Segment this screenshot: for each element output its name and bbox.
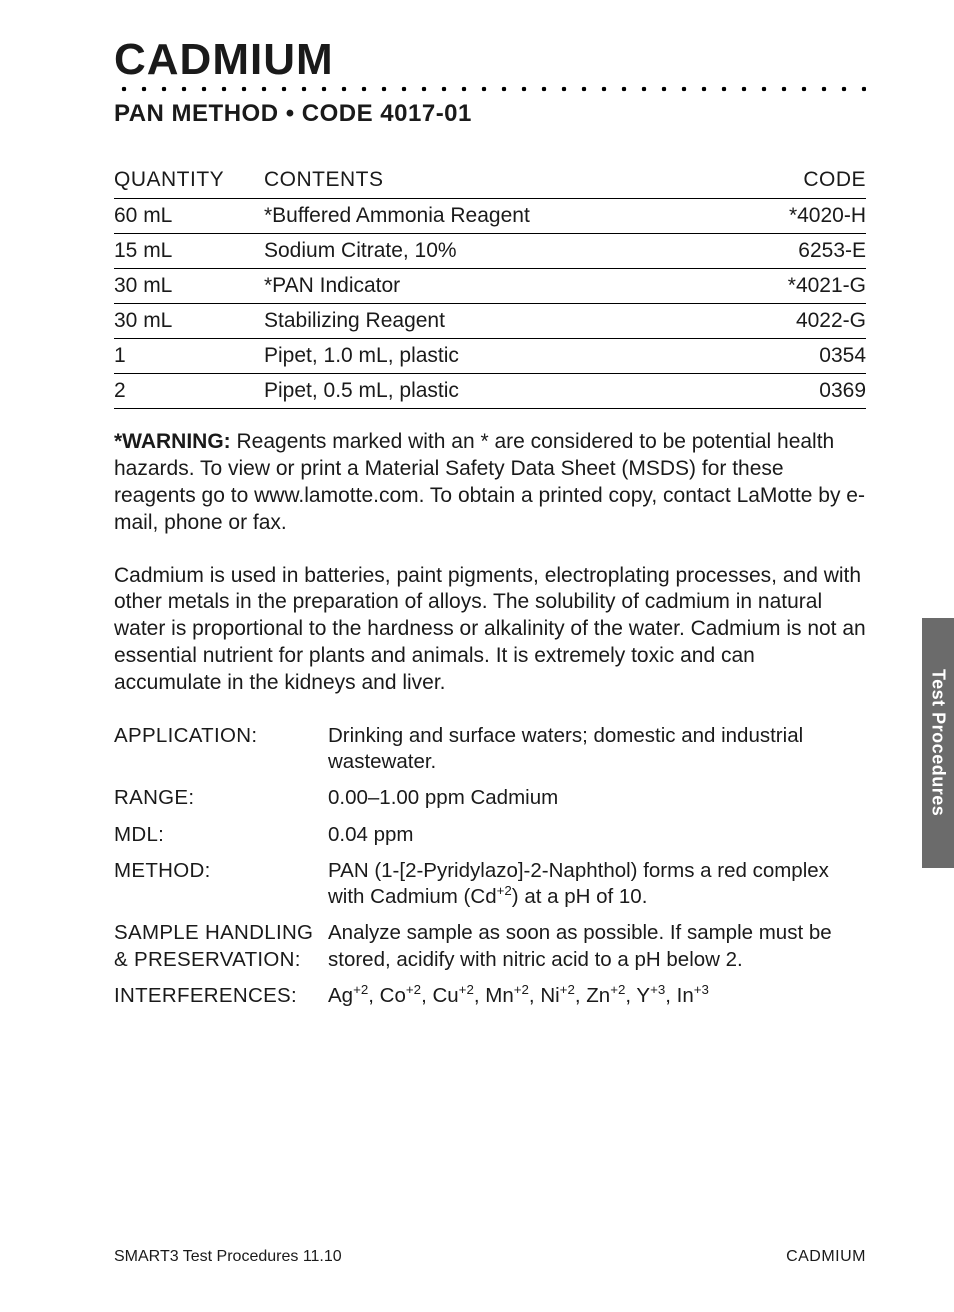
- section-tab-label: Test Procedures: [928, 669, 949, 816]
- table-row: 1Pipet, 1.0 mL, plastic0354: [114, 339, 866, 374]
- spec-application: APPLICATION: Drinking and surface waters…: [114, 723, 866, 775]
- spec-mdl: MDL: 0.04 ppm: [114, 822, 866, 848]
- spec-label: INTERFERENCES:: [114, 983, 328, 1009]
- cell-quantity: 30 mL: [114, 304, 264, 339]
- spec-value: Analyze sample as soon as possible. If s…: [328, 920, 866, 972]
- cell-contents: Pipet, 0.5 mL, plastic: [264, 374, 726, 409]
- reagents-table: QUANTITY CONTENTS CODE 60 mL*Buffered Am…: [114, 162, 866, 409]
- warning-label: *WARNING:: [114, 430, 231, 453]
- cell-contents: *Buffered Ammonia Reagent: [264, 199, 726, 234]
- table-header-row: QUANTITY CONTENTS CODE: [114, 162, 866, 199]
- cell-quantity: 30 mL: [114, 269, 264, 304]
- footer-right: CADMIUM: [786, 1248, 866, 1266]
- spec-label: MDL:: [114, 822, 328, 848]
- intro-paragraph: Cadmium is used in batteries, paint pigm…: [114, 563, 866, 697]
- spec-label: RANGE:: [114, 785, 328, 811]
- footer-left: SMART3 Test Procedures 11.10: [114, 1248, 342, 1266]
- table-row: 2Pipet, 0.5 mL, plastic0369: [114, 374, 866, 409]
- spec-value: Drinking and surface waters; domestic an…: [328, 723, 866, 775]
- spec-range: RANGE: 0.00–1.00 ppm Cadmium: [114, 785, 866, 811]
- cell-code: 0369: [726, 374, 866, 409]
- spec-value: 0.04 ppm: [328, 822, 866, 848]
- table-row: 15 mLSodium Citrate, 10%6253-E: [114, 234, 866, 269]
- dotted-rule: [114, 86, 866, 92]
- cell-quantity: 15 mL: [114, 234, 264, 269]
- cell-contents: Sodium Citrate, 10%: [264, 234, 726, 269]
- col-header-contents: CONTENTS: [264, 162, 726, 199]
- specs-list: APPLICATION: Drinking and surface waters…: [114, 723, 866, 1009]
- col-header-quantity: QUANTITY: [114, 162, 264, 199]
- spec-handling: SAMPLE HANDLING & PRESERVATION: Analyze …: [114, 920, 866, 972]
- spec-value: 0.00–1.00 ppm Cadmium: [328, 785, 866, 811]
- document-page: CADMIUM PAN METHOD • CODE 4017-01 QUANTI…: [0, 0, 954, 1009]
- cell-contents: Pipet, 1.0 mL, plastic: [264, 339, 726, 374]
- cell-code: 0354: [726, 339, 866, 374]
- cell-code: *4020-H: [726, 199, 866, 234]
- spec-value: Ag+2, Co+2, Cu+2, Mn+2, Ni+2, Zn+2, Y+3,…: [328, 983, 866, 1009]
- spec-method: METHOD: PAN (1-[2-Pyridylazo]-2-Naphthol…: [114, 858, 866, 910]
- cell-contents: *PAN Indicator: [264, 269, 726, 304]
- cell-quantity: 60 mL: [114, 199, 264, 234]
- cell-quantity: 2: [114, 374, 264, 409]
- spec-interferences: INTERFERENCES: Ag+2, Co+2, Cu+2, Mn+2, N…: [114, 983, 866, 1009]
- spec-label: APPLICATION:: [114, 723, 328, 775]
- cell-quantity: 1: [114, 339, 264, 374]
- cell-code: 4022-G: [726, 304, 866, 339]
- cell-contents: Stabilizing Reagent: [264, 304, 726, 339]
- spec-label: SAMPLE HANDLING & PRESERVATION:: [114, 920, 328, 972]
- page-subtitle: PAN METHOD • CODE 4017-01: [114, 100, 866, 128]
- col-header-code: CODE: [726, 162, 866, 199]
- cell-code: 6253-E: [726, 234, 866, 269]
- cell-code: *4021-G: [726, 269, 866, 304]
- spec-value: PAN (1-[2-Pyridylazo]-2-Naphthol) forms …: [328, 858, 866, 910]
- table-row: 60 mL*Buffered Ammonia Reagent*4020-H: [114, 199, 866, 234]
- warning-paragraph: *WARNING: Reagents marked with an * are …: [114, 429, 866, 537]
- page-title: CADMIUM: [114, 38, 866, 82]
- table-row: 30 mLStabilizing Reagent4022-G: [114, 304, 866, 339]
- section-tab: Test Procedures: [922, 618, 954, 868]
- page-footer: SMART3 Test Procedures 11.10 CADMIUM: [114, 1248, 866, 1266]
- spec-label: METHOD:: [114, 858, 328, 910]
- table-row: 30 mL*PAN Indicator*4021-G: [114, 269, 866, 304]
